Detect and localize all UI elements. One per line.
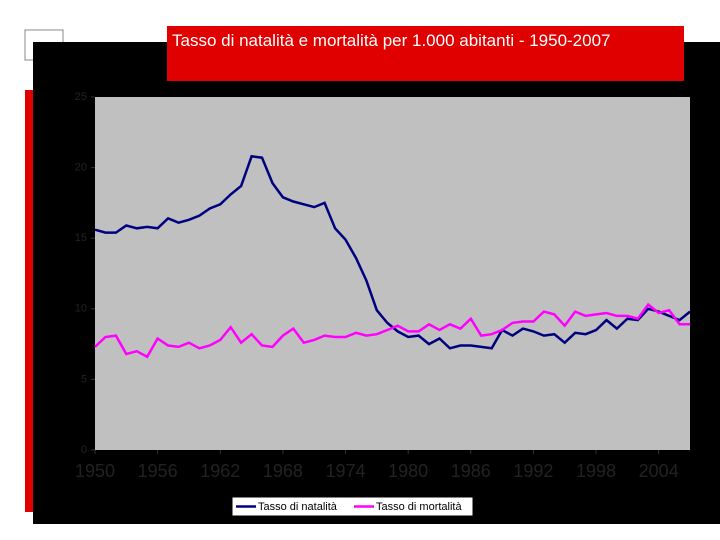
plot-area bbox=[95, 97, 690, 450]
y-tick-label: 10 bbox=[75, 303, 87, 315]
y-tick-label: 20 bbox=[75, 162, 87, 174]
x-tick-label: 1992 bbox=[513, 461, 553, 481]
legend bbox=[231, 496, 474, 517]
x-tick-label: 1968 bbox=[263, 461, 303, 481]
x-tick-label: 1980 bbox=[388, 461, 428, 481]
legend-label: Tasso di natalità bbox=[258, 501, 338, 513]
y-tick-label: 15 bbox=[75, 232, 87, 244]
legend-label: Tasso di mortalità bbox=[376, 501, 462, 513]
y-tick-label: 5 bbox=[81, 373, 87, 385]
x-tick-label: 1974 bbox=[326, 461, 366, 481]
x-tick-label: 1950 bbox=[75, 461, 115, 481]
y-tick-label: 25 bbox=[75, 91, 87, 103]
x-tick-label: 2004 bbox=[639, 461, 679, 481]
x-tick-label: 1998 bbox=[576, 461, 616, 481]
y-tick-label: 0 bbox=[81, 444, 87, 456]
chart-title: Tasso di natalità e mortalità per 1.000 … bbox=[167, 26, 684, 81]
series-line bbox=[94, 302, 690, 359]
x-tick-label: 1956 bbox=[138, 461, 178, 481]
x-tick-label: 1986 bbox=[451, 461, 491, 481]
x-tick-label: 1962 bbox=[200, 461, 240, 481]
